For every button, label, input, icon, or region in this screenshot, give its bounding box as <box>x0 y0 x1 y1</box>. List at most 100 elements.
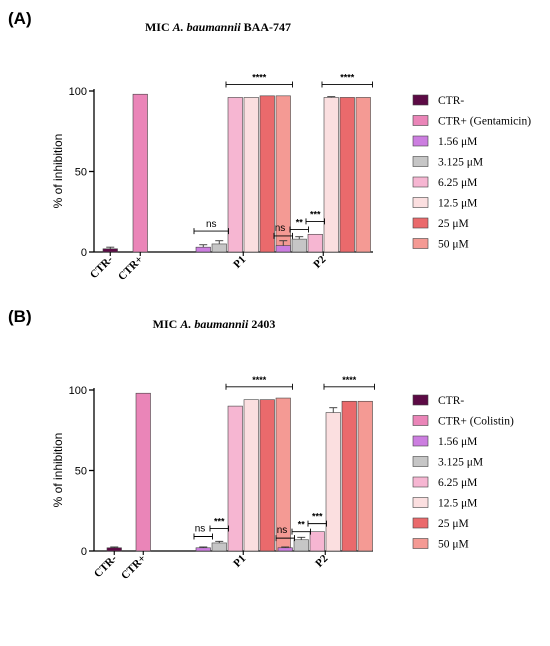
legend-swatch <box>412 517 429 529</box>
chart-title: MIC A. baumannii 2403 <box>153 317 276 331</box>
legend-label: CTR+ (Gentamicin) <box>438 116 531 128</box>
y-tick-label: 100 <box>69 86 87 98</box>
legend-swatch <box>412 497 429 508</box>
x-tick-label: P1 <box>231 553 248 570</box>
title-prefix: MIC <box>145 20 170 34</box>
bar <box>309 531 325 552</box>
bar <box>325 412 341 552</box>
legend-swatch <box>412 135 429 147</box>
legend-swatch <box>412 238 429 249</box>
legend-swatch <box>412 435 429 447</box>
legend-label: 6.25 μM <box>438 477 477 489</box>
significance-label: **** <box>342 375 357 385</box>
legend: CTR- CTR+ (Gentamicin) 1.56 μM 3.125 μM 6.25… <box>412 94 531 251</box>
x-tick-label: CTR+ <box>119 553 148 582</box>
legend-label: 12.5 μM <box>438 498 477 510</box>
bar <box>227 97 243 253</box>
y-tick-label: 0 <box>81 247 87 259</box>
legend-label: 1.56 μM <box>438 136 477 148</box>
legend-swatch <box>412 217 429 229</box>
legend-label: CTR- <box>438 395 464 407</box>
legend-label: CTR- <box>438 95 464 107</box>
legend-swatch <box>412 538 429 549</box>
legend-label: 50 μM <box>438 239 469 251</box>
title-organism: A. baumannii <box>179 317 249 331</box>
significance-label: *** <box>310 209 321 219</box>
bar <box>357 400 373 552</box>
bar <box>293 539 309 552</box>
legend-swatch <box>412 456 429 467</box>
significance-label: ns <box>195 524 206 535</box>
bar <box>243 399 259 552</box>
x-tick-label: CTR- <box>92 552 120 580</box>
x-tick-label: CTR+ <box>116 254 145 283</box>
y-axis-label: % of inhibition <box>51 134 65 209</box>
legend-label: 3.125 μM <box>438 457 483 469</box>
legend-swatch <box>412 415 429 426</box>
legend-label: 3.125 μM <box>438 157 483 169</box>
chart-title: MIC A. baumannii BAA-747 <box>145 20 291 34</box>
legend-swatch <box>412 197 429 208</box>
title-prefix: MIC <box>153 317 178 331</box>
bar <box>341 400 357 552</box>
bar <box>323 97 339 253</box>
x-tick-label: P1 <box>231 254 248 271</box>
bar <box>211 243 227 253</box>
legend-swatch <box>412 394 429 406</box>
bar <box>195 547 211 552</box>
significance-label: ** <box>298 520 306 530</box>
legend-swatch <box>412 156 429 167</box>
bar <box>259 95 275 253</box>
legend-label: 1.56 μM <box>438 436 477 448</box>
bar <box>227 405 243 552</box>
legend-label: 50 μM <box>438 539 469 551</box>
legend-label: 6.25 μM <box>438 177 477 189</box>
significance-label: ns <box>277 525 288 536</box>
legend-swatch <box>412 176 429 188</box>
legend: CTR- CTR+ (Colistin) 1.56 μM 3.125 μM 6.25 μ… <box>412 394 514 551</box>
bar <box>211 542 227 552</box>
bar <box>275 245 291 253</box>
x-tick-label: P2 <box>311 253 328 270</box>
legend-label: CTR+ (Colistin) <box>438 416 514 428</box>
bar <box>243 97 259 253</box>
significance-label: ** <box>296 217 304 227</box>
legend-swatch <box>412 115 429 126</box>
panel-label: (A) <box>8 9 32 28</box>
significance-label: *** <box>312 512 323 522</box>
significance-label: *** <box>214 516 225 526</box>
significance-label: **** <box>252 73 267 83</box>
title-organism: A. baumannii <box>172 20 242 34</box>
panel-a: (A) MIC A. baumannii BAA-747 % of inhibi… <box>8 9 531 283</box>
title-strain: 2403 <box>251 317 275 331</box>
bar <box>339 97 355 253</box>
title-strain: BAA-747 <box>244 20 291 34</box>
bar <box>259 399 275 552</box>
bar <box>355 97 371 253</box>
legend-label: 25 μM <box>438 218 469 230</box>
bar <box>195 246 211 253</box>
y-tick-label: 0 <box>81 546 87 558</box>
bar <box>277 547 293 552</box>
bar <box>135 392 151 552</box>
significance-label: ns <box>206 219 217 230</box>
panel-b: (B) MIC A. baumannii 2403 % of inhibitio… <box>8 307 514 582</box>
legend-label: 12.5 μM <box>438 198 477 210</box>
legend-swatch <box>412 476 429 488</box>
bar <box>106 547 122 552</box>
bar <box>307 233 323 253</box>
significance-label: **** <box>340 73 355 83</box>
y-tick-label: 50 <box>75 167 87 179</box>
x-tick-label: CTR- <box>88 253 116 281</box>
y-tick-label: 100 <box>69 385 87 397</box>
panel-label: (B) <box>8 307 32 326</box>
legend-label: 25 μM <box>438 518 469 530</box>
significance-label: **** <box>252 375 267 385</box>
bar <box>102 248 118 253</box>
significance-label: ns <box>275 223 286 234</box>
bar <box>132 93 148 253</box>
y-tick-label: 50 <box>75 466 87 478</box>
